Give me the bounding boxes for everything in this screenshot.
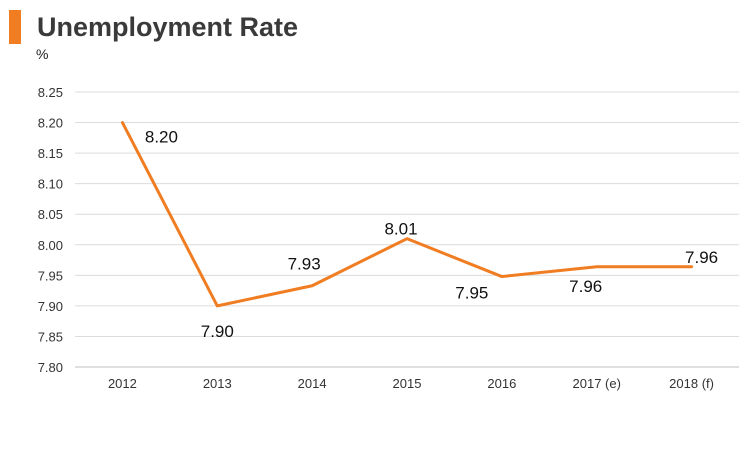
y-tick-label: 8.15 — [38, 146, 63, 161]
data-label: 8.20 — [145, 128, 178, 147]
x-tick-label: 2018 (f) — [669, 376, 714, 391]
y-tick-label: 7.85 — [38, 329, 63, 344]
y-tick-label: 8.10 — [38, 177, 63, 192]
x-tick-label: 2017 (e) — [573, 376, 621, 391]
x-tick-label: 2013 — [203, 376, 232, 391]
y-tick-label: 8.05 — [38, 207, 63, 222]
data-label: 8.01 — [384, 220, 417, 239]
y-tick-label: 8.00 — [38, 238, 63, 253]
series-line — [120, 121, 694, 308]
x-tick-label: 2014 — [298, 376, 327, 391]
y-tick-label: 7.90 — [38, 299, 63, 314]
y-tick-label: 7.80 — [38, 360, 63, 375]
y-tick-label: 8.25 — [38, 85, 63, 100]
data-label: 7.95 — [455, 284, 488, 303]
title-accent-bar — [9, 10, 21, 44]
data-label: 7.90 — [201, 322, 234, 341]
data-label: 7.96 — [685, 248, 718, 267]
y-tick-label: 8.20 — [38, 116, 63, 131]
page-title: Unemployment Rate — [37, 12, 299, 42]
y-axis-unit-label: % — [36, 46, 49, 62]
data-label: 7.93 — [288, 255, 321, 274]
y-tick-label: 7.95 — [38, 268, 63, 283]
x-tick-label: 2015 — [393, 376, 422, 391]
data-label: 7.96 — [569, 277, 602, 296]
x-tick-label: 2016 — [487, 376, 516, 391]
x-tick-label: 2012 — [108, 376, 137, 391]
